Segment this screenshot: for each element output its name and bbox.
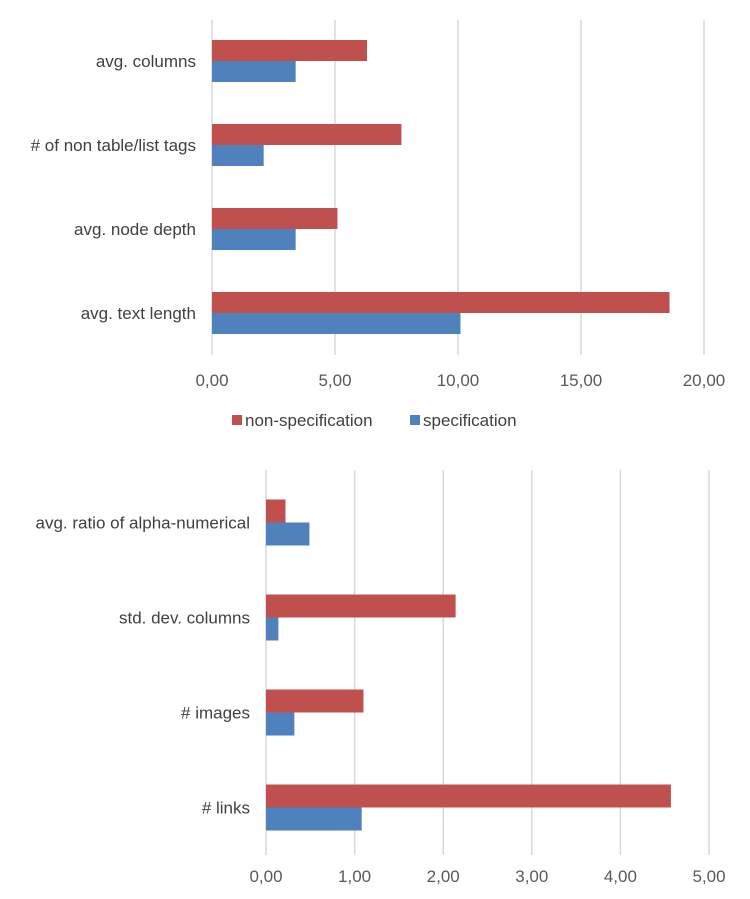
legend-swatch-non-specification — [232, 415, 242, 425]
legend-label-non-specification: non-specification — [245, 411, 373, 430]
chart-top: 0,00 5,00 10,00 15,00 20,00 avg. text length a… — [31, 20, 726, 390]
bar-non-specification-images — [266, 689, 364, 713]
x-tick-label: 5,00 — [318, 371, 351, 390]
x-tick-label: 5,00 — [692, 867, 725, 886]
bar-specification-avg-node-depth — [212, 229, 296, 250]
x-tick-label: 10,00 — [437, 371, 480, 390]
bar-specification-links — [266, 807, 362, 831]
x-tick-label: 2,00 — [427, 867, 460, 886]
category-label: avg. ratio of alpha-numerical — [35, 514, 250, 533]
category-label: # links — [202, 799, 250, 818]
bar-non-specification-links — [266, 784, 671, 808]
category-label: avg. node depth — [74, 220, 196, 239]
x-tick-label: 1,00 — [338, 867, 371, 886]
bar-non-specification-of-non-table-list-tags — [212, 124, 402, 145]
x-tick-label: 20,00 — [683, 371, 726, 390]
legend-swatch-specification — [410, 415, 420, 425]
category-label: # images — [181, 704, 250, 723]
bar-non-specification-avg-columns — [212, 40, 367, 61]
bar-specification-of-non-table-list-tags — [212, 145, 264, 166]
bar-specification-avg-text-length — [212, 313, 461, 334]
bar-specification-avg-columns — [212, 61, 296, 82]
category-label: # of non table/list tags — [31, 136, 196, 155]
bar-specification-std-dev-columns — [266, 617, 279, 641]
bar-specification-avg-ratio-of-alpha-numerical — [266, 522, 310, 546]
legend-label-specification: specification — [423, 411, 517, 430]
bar-non-specification-avg-ratio-of-alpha-numerical — [266, 499, 286, 523]
x-tick-label: 15,00 — [560, 371, 603, 390]
bar-specification-images — [266, 712, 295, 736]
chart-bottom: 0,00 1,00 2,00 3,00 4,00 5,00 # links # images s… — [35, 470, 726, 886]
bar-non-specification-avg-node-depth — [212, 208, 338, 229]
bar-non-specification-std-dev-columns — [266, 594, 456, 618]
x-tick-label: 4,00 — [604, 867, 637, 886]
category-label: avg. columns — [96, 52, 196, 71]
bar-non-specification-avg-text-length — [212, 292, 670, 313]
category-label: avg. text length — [81, 304, 196, 323]
category-label: std. dev. columns — [119, 609, 250, 628]
chart-legend: non-specification specification — [232, 411, 517, 430]
x-tick-label: 0,00 — [249, 867, 282, 886]
x-tick-label: 0,00 — [195, 371, 228, 390]
x-tick-label: 3,00 — [515, 867, 548, 886]
